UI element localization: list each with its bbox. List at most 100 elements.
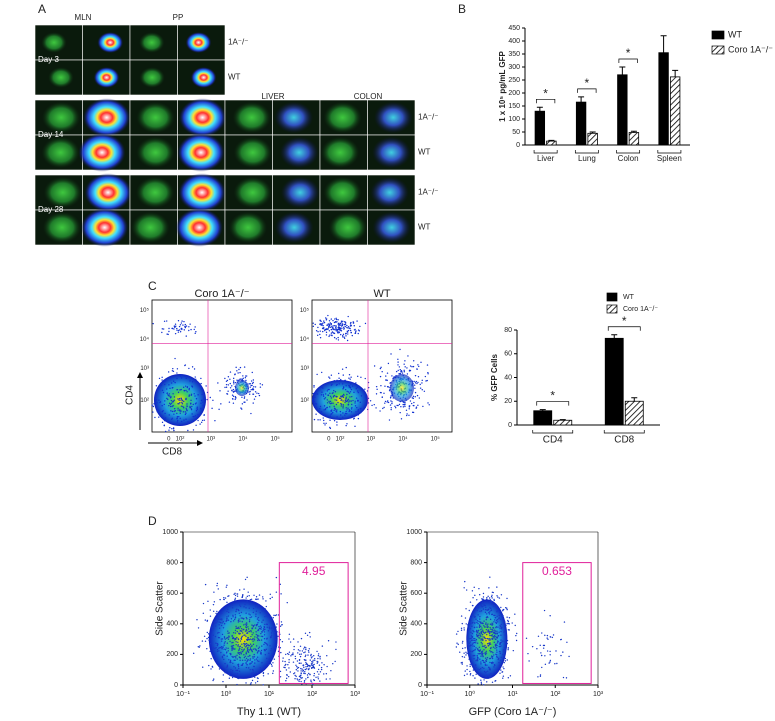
flow-dot bbox=[252, 611, 255, 614]
flow-dot bbox=[306, 634, 309, 637]
flow-dot bbox=[421, 389, 423, 391]
row-label: 1A⁻/⁻ bbox=[418, 188, 438, 197]
flow-dot bbox=[200, 382, 202, 385]
image-signal bbox=[43, 176, 83, 209]
x-tick-label: 10⁻¹ bbox=[176, 691, 190, 698]
flow-dot bbox=[302, 664, 305, 666]
flow-dot bbox=[507, 622, 510, 625]
image-signal bbox=[228, 211, 268, 244]
flow-dot bbox=[179, 412, 181, 414]
flow-dot bbox=[484, 611, 487, 614]
flow-dot bbox=[360, 411, 362, 414]
flow-dot bbox=[357, 332, 359, 335]
flow-dot bbox=[492, 629, 494, 631]
flow-dot bbox=[486, 642, 489, 645]
flow-dot bbox=[247, 655, 249, 658]
flow-dot bbox=[544, 655, 546, 657]
flow-dot bbox=[477, 683, 479, 685]
flow-dot bbox=[266, 660, 269, 663]
flow-dot bbox=[546, 634, 549, 637]
flow-dot bbox=[490, 675, 492, 678]
flow-dot bbox=[334, 399, 336, 401]
flow-dot bbox=[257, 606, 259, 609]
flow-dot bbox=[473, 626, 476, 629]
flow-dot bbox=[490, 628, 492, 630]
flow-dot bbox=[184, 411, 186, 413]
flow-dot bbox=[234, 672, 236, 675]
flow-dot bbox=[486, 598, 488, 600]
flow-dot bbox=[326, 402, 329, 404]
flow-dot bbox=[231, 642, 233, 644]
flow-dot bbox=[397, 364, 399, 366]
flow-dot bbox=[338, 332, 340, 334]
flow-dot bbox=[487, 595, 489, 598]
flow-dot bbox=[386, 372, 389, 374]
flow-dot bbox=[332, 411, 334, 414]
flow-dot bbox=[254, 606, 257, 608]
flow-dot bbox=[343, 337, 346, 340]
flow-dot bbox=[327, 388, 329, 391]
flow-dot bbox=[485, 646, 487, 649]
flow-dot bbox=[497, 635, 500, 637]
flow-dot bbox=[248, 603, 251, 605]
flow-dot bbox=[486, 624, 488, 626]
flow-dot bbox=[380, 385, 382, 387]
significance-bracket bbox=[536, 401, 570, 406]
flow-dot bbox=[251, 638, 253, 641]
flow-dot bbox=[223, 596, 225, 599]
flow-dot bbox=[476, 609, 478, 612]
flow-dot bbox=[463, 652, 465, 654]
flow-dot bbox=[236, 627, 239, 629]
flow-dot bbox=[465, 654, 467, 656]
flow-dot bbox=[231, 649, 233, 652]
flow-dot bbox=[217, 617, 220, 619]
flow-dot bbox=[483, 684, 485, 686]
flow-dot bbox=[240, 611, 243, 614]
flow-dot bbox=[568, 655, 570, 658]
flow-dot bbox=[206, 637, 208, 640]
flow-dot bbox=[566, 641, 568, 644]
x-tick-label: 10² bbox=[550, 691, 561, 698]
flow-dot bbox=[474, 616, 476, 618]
flow-dot bbox=[469, 663, 471, 666]
flow-dot bbox=[305, 647, 307, 649]
flow-dot bbox=[250, 682, 252, 684]
flow-dot bbox=[166, 397, 168, 400]
flow-dot bbox=[503, 631, 505, 633]
flow-dot bbox=[212, 648, 214, 650]
flow-dot bbox=[494, 670, 497, 673]
flow-dot bbox=[310, 653, 312, 656]
flow-dot bbox=[175, 325, 177, 327]
flow-dot bbox=[234, 667, 237, 669]
flow-dot bbox=[249, 638, 251, 640]
flow-dot bbox=[250, 662, 252, 664]
flow-dot bbox=[527, 652, 529, 655]
flow-dot bbox=[400, 370, 403, 372]
flow-dot bbox=[549, 654, 551, 656]
flow-dot bbox=[261, 662, 263, 664]
flow-dot bbox=[220, 651, 222, 654]
flow-dot bbox=[317, 653, 320, 655]
flow-dot bbox=[227, 595, 229, 598]
flow-dot bbox=[473, 615, 475, 617]
flow-dot bbox=[256, 656, 259, 658]
flow-dot bbox=[419, 383, 421, 386]
flow-dot bbox=[496, 618, 499, 621]
flow-dot bbox=[342, 400, 344, 402]
flow-dot bbox=[252, 624, 255, 627]
flow-dot bbox=[359, 408, 362, 410]
flow-dot bbox=[475, 640, 477, 642]
flow-dot bbox=[476, 599, 478, 601]
flow-dot bbox=[318, 673, 320, 675]
flow-dot bbox=[343, 328, 345, 330]
flow-dot bbox=[294, 674, 296, 677]
flow-dot bbox=[167, 398, 169, 401]
flow-dot bbox=[255, 631, 257, 633]
flow-dot bbox=[268, 658, 270, 660]
flow-dot bbox=[225, 637, 228, 639]
flow-dot bbox=[232, 614, 234, 617]
bar bbox=[533, 410, 553, 426]
flow-dot bbox=[331, 392, 333, 395]
flow-dot bbox=[398, 373, 400, 375]
